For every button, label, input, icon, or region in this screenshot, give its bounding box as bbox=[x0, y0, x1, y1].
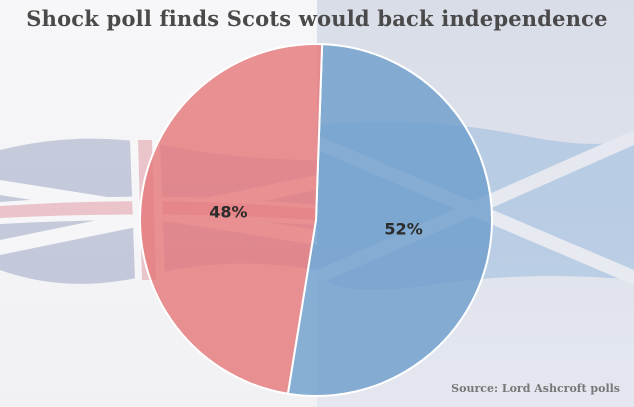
chart-title: Shock poll finds Scots would back indepe… bbox=[26, 6, 608, 31]
pie-slice-label: 52% bbox=[384, 220, 422, 239]
pie-slice-48-percent bbox=[139, 43, 324, 395]
pie-slice-label: 48% bbox=[209, 202, 247, 221]
source-annotation: Source: Lord Ashcroft polls bbox=[451, 382, 620, 395]
pie-slice-52-percent bbox=[286, 43, 493, 397]
